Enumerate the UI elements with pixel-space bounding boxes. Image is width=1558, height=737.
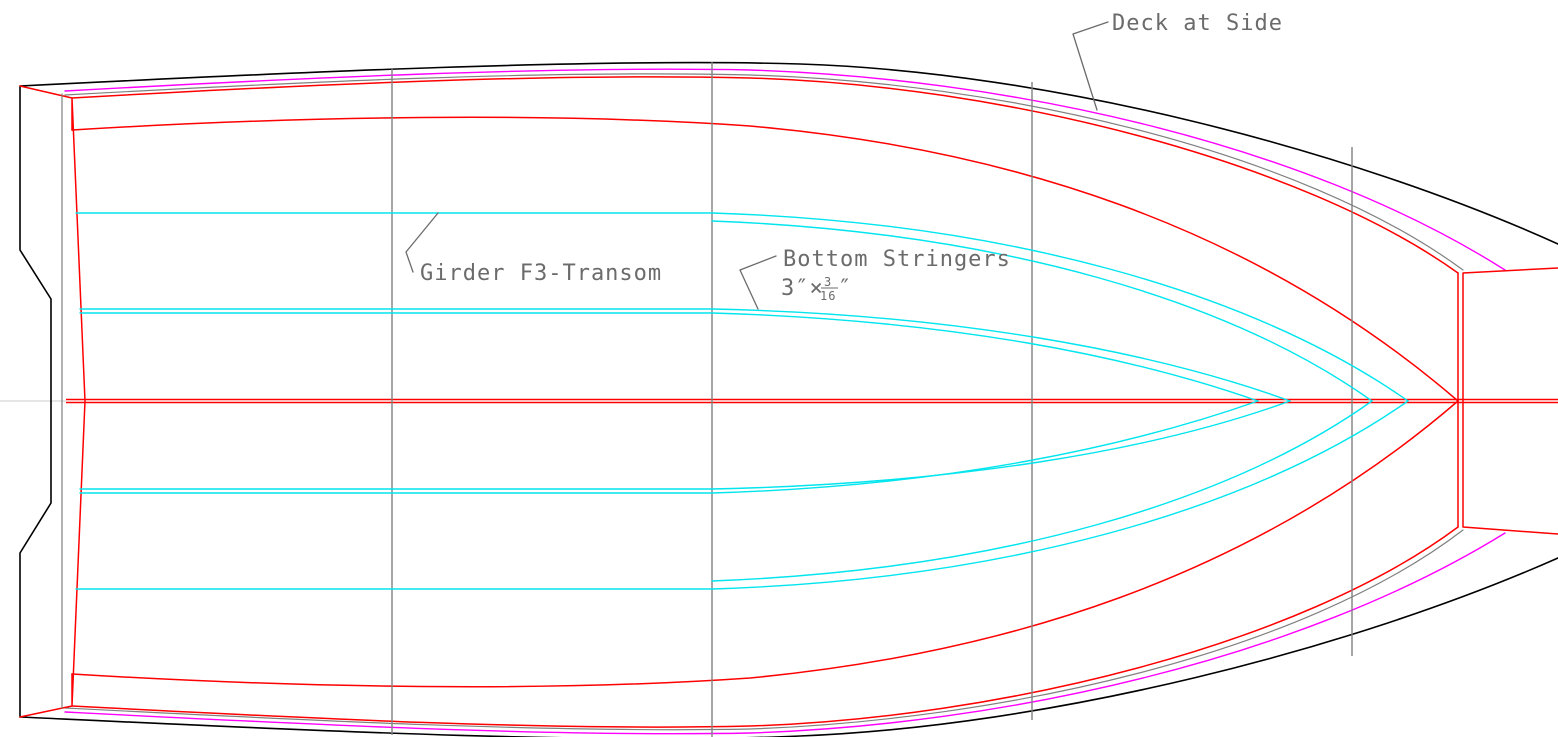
girder-label: Girder F3-Transom (420, 261, 662, 286)
bottom-stringers-label: Bottom Stringers (783, 247, 1011, 272)
stringer-size-denominator: 16 (820, 289, 836, 303)
hull-outer-outline (19, 61, 1558, 737)
stringer-size-suffix: ″ (838, 276, 852, 301)
station-lines (391, 62, 1353, 737)
chine-line (71, 116, 1459, 688)
deck-at-side-line (71, 76, 1459, 728)
sheer-line (64, 68, 1506, 735)
stringer-leader (739, 255, 777, 310)
deck-at-side-label: Deck at Side (1112, 11, 1283, 36)
stem-lines (1457, 267, 1558, 535)
bottom-stringers (75, 212, 1409, 590)
stringer-size-numerator: 3 (824, 275, 832, 289)
leader-lines (405, 21, 1109, 310)
deck-leader (1072, 21, 1109, 111)
transom-lines (19, 85, 86, 718)
deck-inner-line (64, 73, 1464, 731)
stringer-size-prefix: 3″× (781, 276, 824, 301)
girder-leader (405, 212, 439, 273)
